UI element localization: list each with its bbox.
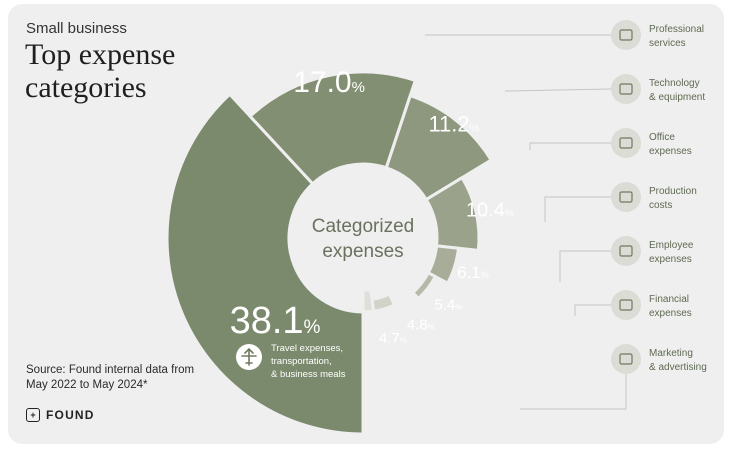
airplane-glyph bbox=[241, 347, 257, 366]
legend-connector bbox=[574, 304, 611, 316]
slice-value-label: 4.7% bbox=[379, 330, 407, 347]
cash-icon-glyph bbox=[619, 299, 633, 311]
legend-label: & equipment bbox=[649, 92, 705, 103]
percent-unit: % bbox=[428, 323, 435, 332]
briefcase-icon bbox=[611, 20, 641, 50]
donut-slice-professional bbox=[248, 70, 417, 186]
slice-value-label: 6.1% bbox=[457, 263, 489, 282]
donut-slice-other bbox=[361, 287, 376, 314]
donut-slice-production bbox=[426, 244, 460, 285]
slice-value-label: 4.8% bbox=[407, 317, 435, 334]
legend-label: Professional bbox=[649, 24, 704, 35]
monitor-icon-glyph bbox=[619, 191, 633, 203]
source-note: Source: Found internal data from May 202… bbox=[26, 364, 195, 391]
cash-icon bbox=[611, 290, 641, 320]
chart-subtitle: Small business bbox=[26, 20, 127, 37]
legend-label: Marketing bbox=[649, 348, 693, 359]
slice-value-label: 5.4% bbox=[434, 296, 462, 313]
logo-text: FOUND bbox=[46, 408, 95, 422]
percent-unit: % bbox=[481, 270, 489, 280]
percent-unit: % bbox=[505, 209, 514, 220]
donut-slice-financial bbox=[392, 290, 415, 307]
briefcase-icon-glyph bbox=[619, 29, 633, 41]
slice-value-label: 11.2% bbox=[428, 111, 479, 136]
found-logo-icon: + bbox=[26, 408, 40, 422]
building-icon bbox=[611, 128, 641, 158]
donut-slice-travel bbox=[165, 92, 365, 436]
building-icon-glyph bbox=[619, 137, 633, 149]
legend-label: Financial bbox=[649, 294, 689, 305]
donut-slice-employee bbox=[411, 271, 437, 300]
percent-unit: % bbox=[400, 336, 407, 345]
legend-connector bbox=[520, 374, 627, 410]
legend-connector bbox=[529, 142, 611, 150]
legend-label: services bbox=[649, 38, 686, 49]
percent-unit: % bbox=[455, 302, 462, 311]
center-label: Categorized bbox=[312, 216, 414, 237]
percent-unit: % bbox=[470, 122, 480, 134]
legend-label: Office bbox=[649, 132, 675, 143]
travel-callout-line: & business meals bbox=[271, 369, 346, 380]
legend-label: expenses bbox=[649, 146, 692, 157]
legend-connector bbox=[544, 196, 611, 222]
legend-label: costs bbox=[649, 200, 672, 211]
laptop-icon-glyph bbox=[619, 83, 633, 95]
laptop-icon bbox=[611, 74, 641, 104]
travel-callout-line: Travel expenses, bbox=[271, 343, 343, 354]
legend-connector bbox=[559, 250, 611, 282]
donut-slice-technology bbox=[384, 94, 493, 202]
center-label: expenses bbox=[322, 241, 403, 262]
legend-connector bbox=[504, 88, 612, 92]
travel-callout-line: transportation, bbox=[271, 356, 332, 367]
id-card-icon-glyph bbox=[619, 245, 633, 257]
donut-slice-office bbox=[424, 176, 481, 252]
id-card-icon bbox=[611, 236, 641, 266]
chart-title: Top expense categories bbox=[25, 38, 176, 104]
legend-label: expenses bbox=[649, 308, 692, 319]
monitor-icon bbox=[611, 182, 641, 212]
percent-unit: % bbox=[352, 79, 365, 96]
percent-unit: % bbox=[304, 317, 321, 338]
legend-label: Employee bbox=[649, 240, 694, 251]
megaphone-icon bbox=[611, 344, 641, 374]
donut-slice-marketing bbox=[370, 292, 397, 313]
legend-label: Production bbox=[649, 186, 697, 197]
slice-value-label: 10.4% bbox=[466, 200, 514, 222]
found-logo: + FOUND bbox=[26, 408, 95, 422]
legend-label: expenses bbox=[649, 254, 692, 265]
legend-label: Technology bbox=[649, 78, 700, 89]
megaphone-icon-glyph bbox=[619, 353, 633, 365]
legend-label: & advertising bbox=[649, 362, 707, 373]
